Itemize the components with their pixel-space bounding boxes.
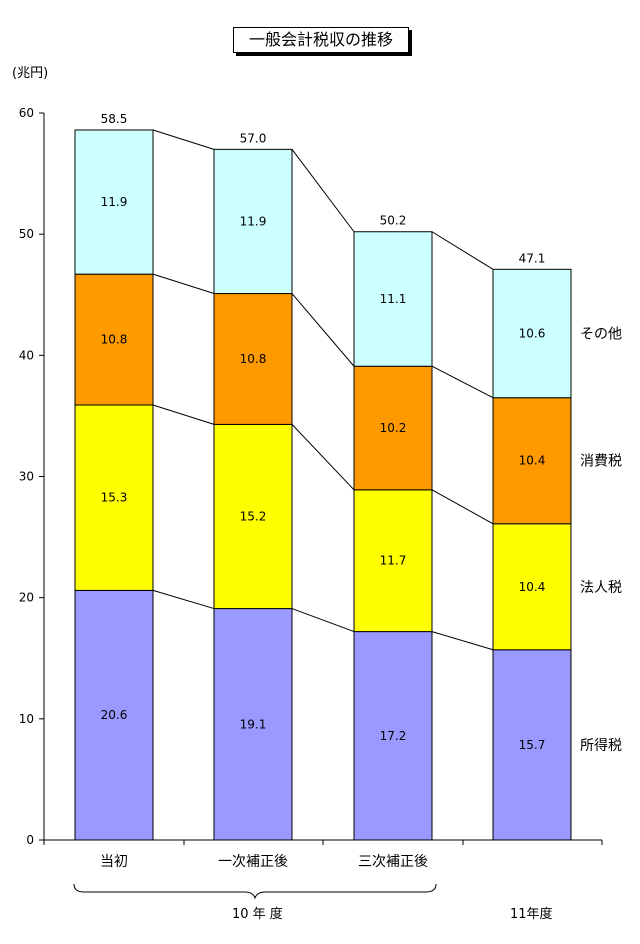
bar-segments xyxy=(74,129,572,841)
segment-value-label: 11.1 xyxy=(380,292,407,306)
y-tick-label: 10 xyxy=(19,712,34,726)
bar-segment xyxy=(492,268,572,399)
y-tick-label: 50 xyxy=(19,227,34,241)
bar-segment xyxy=(74,273,154,406)
y-axis-unit-label: (兆円) xyxy=(12,66,49,81)
chart-title: 一般会計税収の推移 xyxy=(233,27,409,53)
segment-value-label: 10.2 xyxy=(380,421,407,435)
segment-value-label: 15.2 xyxy=(240,509,267,523)
connector-line xyxy=(291,149,355,233)
group-label-fy10: 10 年 度 xyxy=(232,907,283,922)
category-label: 一次補正後 xyxy=(218,854,288,870)
segment-value-label: 15.7 xyxy=(519,738,546,752)
bar-segment xyxy=(492,397,572,525)
bar-segment xyxy=(74,129,154,275)
bar-segment xyxy=(353,489,433,633)
segment-value-label: 15.3 xyxy=(101,491,128,505)
category-label: 三次補正後 xyxy=(358,854,428,870)
bar-segment xyxy=(213,148,293,295)
connector-line xyxy=(152,404,215,425)
group-brace xyxy=(73,883,437,900)
y-tick-label: 30 xyxy=(19,470,34,484)
category-labels: 当初 一次補正後 三次補正後 xyxy=(100,853,428,870)
group-label-fy11: 11年度 xyxy=(510,907,553,922)
segment-value-label: 10.4 xyxy=(519,454,546,468)
total-value-label: 58.5 xyxy=(101,112,128,126)
y-tick-label: 60 xyxy=(19,106,34,120)
segment-value-label: 11.9 xyxy=(101,195,128,209)
data-labels: 20.6 19.1 17.2 15.7 15.3 15.2 11.7 10.4 10.8 10.8… xyxy=(101,112,546,752)
connector-line xyxy=(291,608,355,633)
bar-segment xyxy=(213,423,293,610)
total-value-label: 47.1 xyxy=(519,251,546,265)
segment-value-label: 10.6 xyxy=(519,327,546,341)
bar-segment xyxy=(353,631,433,841)
connector-line xyxy=(291,293,355,367)
connector-line xyxy=(152,589,215,610)
series-label: 法人税 xyxy=(580,580,622,596)
connector-line xyxy=(291,424,355,491)
connector-line xyxy=(431,489,494,525)
segment-value-label: 17.2 xyxy=(380,729,407,743)
connector-line xyxy=(431,631,494,651)
series-label: その他 xyxy=(580,327,622,343)
bar-segment xyxy=(213,608,293,841)
segment-value-label: 20.6 xyxy=(101,708,128,722)
segment-value-label: 11.7 xyxy=(380,554,407,568)
y-tick-label: 40 xyxy=(19,348,34,362)
segment-value-label: 10.8 xyxy=(101,333,128,347)
connector-line xyxy=(431,365,494,399)
total-value-label: 50.2 xyxy=(380,214,407,228)
connector-line xyxy=(431,231,494,270)
y-tick-label: 20 xyxy=(19,591,34,605)
bar-segment xyxy=(353,231,433,367)
y-tick-label: 0 xyxy=(26,833,34,847)
segment-value-label: 19.1 xyxy=(240,717,267,731)
segment-value-label: 11.9 xyxy=(240,214,267,228)
bar-segment xyxy=(74,589,154,841)
connector-line xyxy=(152,273,215,295)
series-labels: 所得税 法人税 消費税 その他 xyxy=(580,327,622,754)
bar-segment xyxy=(353,365,433,491)
series-label: 所得税 xyxy=(580,737,622,754)
total-value-label: 57.0 xyxy=(240,131,267,145)
segment-value-label: 10.8 xyxy=(240,352,267,366)
connector-line xyxy=(152,129,215,150)
connector-lines xyxy=(152,129,494,651)
bar-segment xyxy=(492,523,572,651)
category-label: 当初 xyxy=(100,853,128,870)
y-axis: 0 10 20 30 40 50 60 xyxy=(19,106,603,847)
series-label: 消費税 xyxy=(580,454,622,470)
segment-value-label: 10.4 xyxy=(519,580,546,594)
